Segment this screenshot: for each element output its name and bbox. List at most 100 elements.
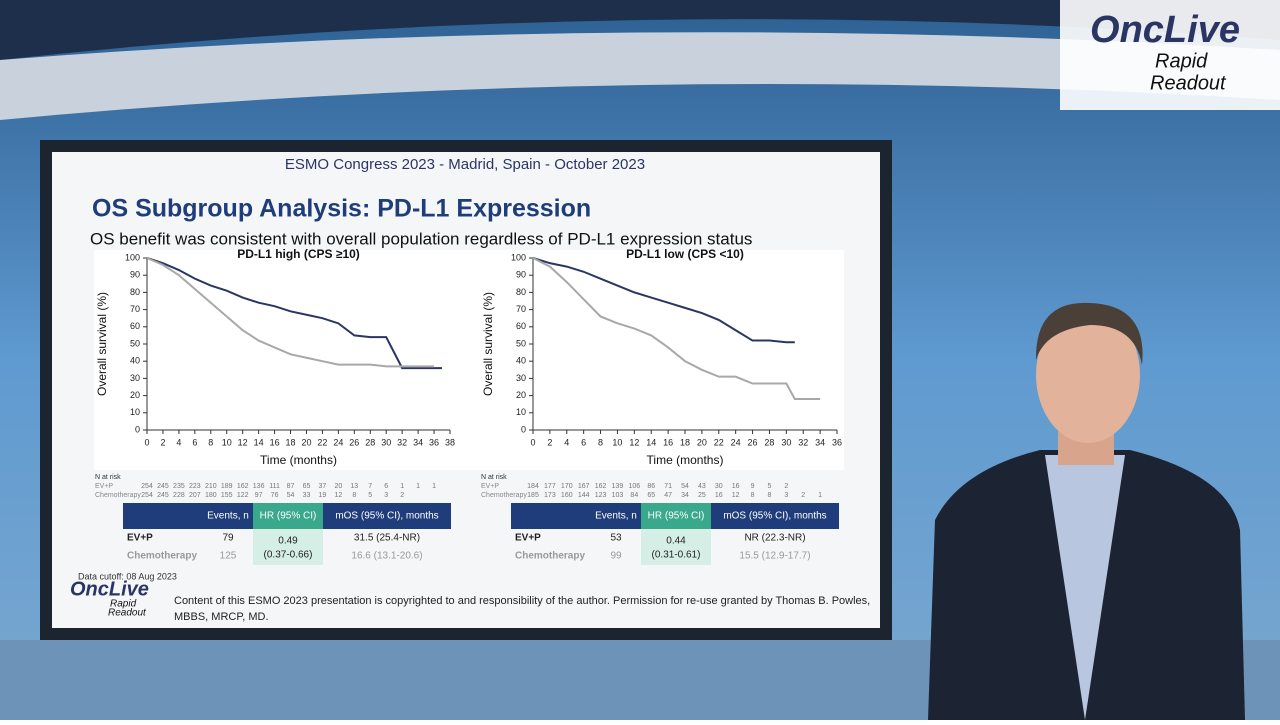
footer-text: Content of this ESMO 2023 presentation i… xyxy=(174,595,870,607)
survival-curve xyxy=(146,257,443,370)
at-risk-count: 228 xyxy=(173,492,185,499)
x-tick-label: 6 xyxy=(581,437,586,447)
at-risk-count: 189 xyxy=(221,483,233,490)
at-risk-series: EV+P xyxy=(481,483,499,490)
table-hr-bg xyxy=(253,529,323,565)
table-cell: 31.5 (25.4-NR) xyxy=(354,533,420,544)
y-tick-label: 10 xyxy=(516,407,526,417)
at-risk-count: 43 xyxy=(698,483,706,490)
at-risk-count: 210 xyxy=(205,483,217,490)
x-tick-label: 24 xyxy=(731,437,741,447)
y-tick-label: 40 xyxy=(130,356,140,366)
at-risk-count: 106 xyxy=(628,483,640,490)
table-hr: 0.44 xyxy=(666,536,686,547)
at-risk-count: 144 xyxy=(578,492,590,499)
at-risk-count: 7 xyxy=(368,483,372,490)
table-header: mOS (95% CI), months xyxy=(335,511,438,522)
at-risk-count: 155 xyxy=(221,492,233,499)
x-tick-label: 34 xyxy=(815,437,825,447)
y-tick-label: 60 xyxy=(130,321,140,331)
at-risk-count: 30 xyxy=(715,483,723,490)
at-risk-count: 2 xyxy=(801,492,805,499)
y-tick-label: 50 xyxy=(516,338,526,348)
at-risk-count: 177 xyxy=(544,483,556,490)
at-risk-count: 1 xyxy=(432,483,436,490)
at-risk-count: 207 xyxy=(189,492,201,499)
ceiling-ring xyxy=(0,32,1280,120)
at-risk-count: 25 xyxy=(698,492,706,499)
table-cell: 53 xyxy=(610,533,622,544)
at-risk-count: 16 xyxy=(715,492,723,499)
table-hr: (0.37-0.66) xyxy=(264,550,313,561)
at-risk-count: 254 xyxy=(141,483,153,490)
table-header: HR (95% CI) xyxy=(648,511,705,522)
x-tick-label: 38 xyxy=(445,437,455,447)
presenter xyxy=(928,302,1245,720)
x-tick-label: 36 xyxy=(832,437,842,447)
x-tick-label: 12 xyxy=(629,437,639,447)
table-hr: (0.31-0.61) xyxy=(652,550,701,561)
table-header: HR (95% CI) xyxy=(260,511,317,522)
at-risk-count: 170 xyxy=(561,483,573,490)
at-risk-count: 162 xyxy=(237,483,249,490)
at-risk-count: 84 xyxy=(630,492,638,499)
at-risk-count: 103 xyxy=(612,492,624,499)
shirt xyxy=(1045,455,1125,720)
at-risk-count: 34 xyxy=(681,492,689,499)
y-tick-label: 10 xyxy=(130,407,140,417)
at-risk-count: 86 xyxy=(647,483,655,490)
at-risk-count: 184 xyxy=(527,483,539,490)
survival-curve xyxy=(532,257,795,344)
at-risk-label: N at risk xyxy=(481,474,507,481)
table-cell: 99 xyxy=(610,551,622,562)
at-risk-count: 8 xyxy=(352,492,356,499)
at-risk-count: 254 xyxy=(141,492,153,499)
at-risk-count: 136 xyxy=(253,483,265,490)
x-tick-label: 20 xyxy=(697,437,707,447)
at-risk-count: 20 xyxy=(334,483,342,490)
y-tick-label: 70 xyxy=(516,304,526,314)
at-risk-count: 12 xyxy=(334,492,342,499)
x-tick-label: 34 xyxy=(413,437,423,447)
y-tick-label: 40 xyxy=(516,356,526,366)
y-tick-label: 70 xyxy=(130,304,140,314)
survival-curve xyxy=(532,257,821,401)
x-tick-label: 14 xyxy=(254,437,264,447)
footer-logo: OncLive xyxy=(70,578,149,600)
x-tick-label: 22 xyxy=(317,437,327,447)
at-risk-count: 5 xyxy=(767,483,771,490)
table-header-hr xyxy=(253,503,323,529)
y-tick-label: 20 xyxy=(130,390,140,400)
table-hr-bg xyxy=(641,529,711,565)
at-risk-count: 139 xyxy=(612,483,624,490)
table-row-label: Chemotherapy xyxy=(515,551,585,562)
logo-box xyxy=(1060,0,1280,110)
table-header: Events, n xyxy=(595,511,637,522)
at-risk-count: 1 xyxy=(818,492,822,499)
at-risk-count: 245 xyxy=(157,483,169,490)
y-tick-label: 100 xyxy=(511,252,526,262)
x-axis-label: Time (months) xyxy=(647,453,724,467)
at-risk-count: 1 xyxy=(400,483,404,490)
at-risk-count: 160 xyxy=(561,492,573,499)
at-risk-series: Chemotherapy xyxy=(481,492,527,499)
x-tick-label: 16 xyxy=(270,437,280,447)
ceiling xyxy=(0,0,1280,60)
x-tick-label: 32 xyxy=(798,437,808,447)
at-risk-count: 173 xyxy=(544,492,556,499)
x-tick-label: 4 xyxy=(564,437,569,447)
at-risk-count: 162 xyxy=(595,483,607,490)
table-header: mOS (95% CI), months xyxy=(723,511,826,522)
logo-sub: Readout xyxy=(1150,72,1227,94)
slide-subtitle: OS benefit was consistent with overall p… xyxy=(90,229,752,248)
x-tick-label: 4 xyxy=(176,437,181,447)
y-tick-label: 30 xyxy=(130,373,140,383)
at-risk-count: 47 xyxy=(664,492,672,499)
at-risk-count: 8 xyxy=(751,492,755,499)
x-tick-label: 22 xyxy=(714,437,724,447)
table-hr: 0.49 xyxy=(278,536,298,547)
slide-title: OS Subgroup Analysis: PD-L1 Expression xyxy=(92,195,591,223)
x-tick-label: 28 xyxy=(764,437,774,447)
y-tick-label: 90 xyxy=(516,270,526,280)
x-tick-label: 8 xyxy=(208,437,213,447)
